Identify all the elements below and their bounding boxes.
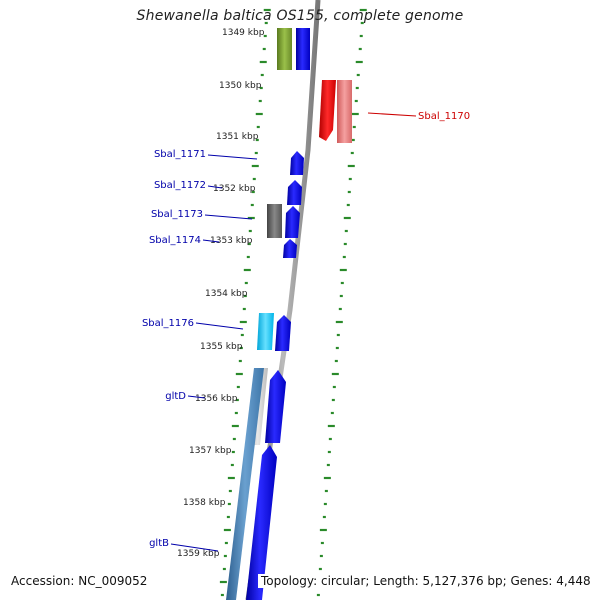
gene-label-leader-sbal1172 bbox=[207, 185, 223, 189]
accession-text: Accession: NC_009052 bbox=[9, 574, 150, 588]
gene-sbal1170-pink[interactable] bbox=[337, 80, 352, 143]
gene-sbal1170-arrow[interactable] bbox=[319, 80, 336, 141]
kbp-label: 1354 kbp bbox=[205, 289, 248, 299]
gene-label-sbal1174[interactable]: Sbal_1174 bbox=[149, 235, 201, 246]
gene-sbal1176-arrow[interactable] bbox=[275, 315, 291, 351]
gene-label-sbal1170[interactable]: Sbal_1170 bbox=[418, 111, 470, 122]
gene-sbal1172-arrow[interactable] bbox=[287, 180, 302, 205]
gene-label-sbal1171[interactable]: Sbal_1171 bbox=[154, 149, 206, 160]
genome-summary-text: Topology: circular; Length: 5,127,376 bp… bbox=[258, 574, 594, 588]
gene-sbal1173-arrow[interactable] bbox=[285, 206, 300, 238]
kbp-label: 1352 kbp bbox=[213, 184, 256, 194]
kbp-label: 1355 kbp bbox=[200, 342, 243, 352]
kbp-labels: 1349 kbp 1350 kbp 1351 kbp 1352 kbp 1353 kbp… bbox=[177, 28, 265, 559]
gene-label-leader-sbal1174 bbox=[202, 239, 220, 243]
gene-top-blue[interactable] bbox=[296, 28, 310, 70]
gene-sbal1176-block[interactable] bbox=[257, 313, 274, 350]
gene-sbal1173-block[interactable] bbox=[267, 204, 282, 238]
kbp-label: 1349 kbp bbox=[222, 28, 265, 38]
gene-label-sbal1176[interactable]: Sbal_1176 bbox=[142, 318, 194, 329]
gene-label-sbal1173[interactable]: Sbal_1173 bbox=[151, 209, 203, 220]
inner-tick-rail bbox=[219, 8, 271, 597]
gene-label-gltB[interactable]: gltB bbox=[149, 538, 169, 549]
kbp-label: 1351 kbp bbox=[216, 132, 259, 142]
gene-top-olive[interactable] bbox=[277, 28, 292, 70]
gene-gltB-steel[interactable] bbox=[226, 368, 264, 600]
gene-label-leader-sbal1176 bbox=[195, 322, 244, 330]
gene-label-leader-sbal1173 bbox=[204, 214, 253, 220]
kbp-label: 1353 kbp bbox=[210, 236, 253, 246]
gene-sbal1174-arrow[interactable] bbox=[283, 239, 297, 258]
outer-tick-rail bbox=[315, 8, 367, 597]
gene-sbal1171-arrow[interactable] bbox=[290, 151, 304, 175]
gene-gltB-arrow[interactable] bbox=[246, 445, 277, 600]
gene-label-sbal1172[interactable]: Sbal_1172 bbox=[154, 180, 206, 191]
gene-blocks[interactable] bbox=[226, 28, 352, 600]
kbp-label: 1359 kbp bbox=[177, 549, 220, 559]
kbp-label: 1358 kbp bbox=[183, 498, 226, 508]
gene-label-gltD[interactable]: gltD bbox=[165, 391, 186, 402]
kbp-label: 1350 kbp bbox=[219, 81, 262, 91]
kbp-label: 1357 kbp bbox=[189, 446, 232, 456]
genome-title: Shewanella baltica OS155, complete genom… bbox=[136, 8, 464, 24]
gene-label-leader-gltD bbox=[187, 395, 206, 399]
gene-label-leader-sbal1171 bbox=[207, 154, 258, 160]
gene-label-leader-sbal1170 bbox=[367, 112, 417, 117]
gene-labels[interactable]: Sbal_1170 Sbal_1171 Sbal_1172 Sbal_1173 Sbal… bbox=[142, 111, 470, 552]
gene-gltD-arrow[interactable] bbox=[265, 370, 286, 443]
kbp-label: 1356 kbp bbox=[195, 394, 238, 404]
gene-label-leader-gltB bbox=[170, 543, 219, 552]
